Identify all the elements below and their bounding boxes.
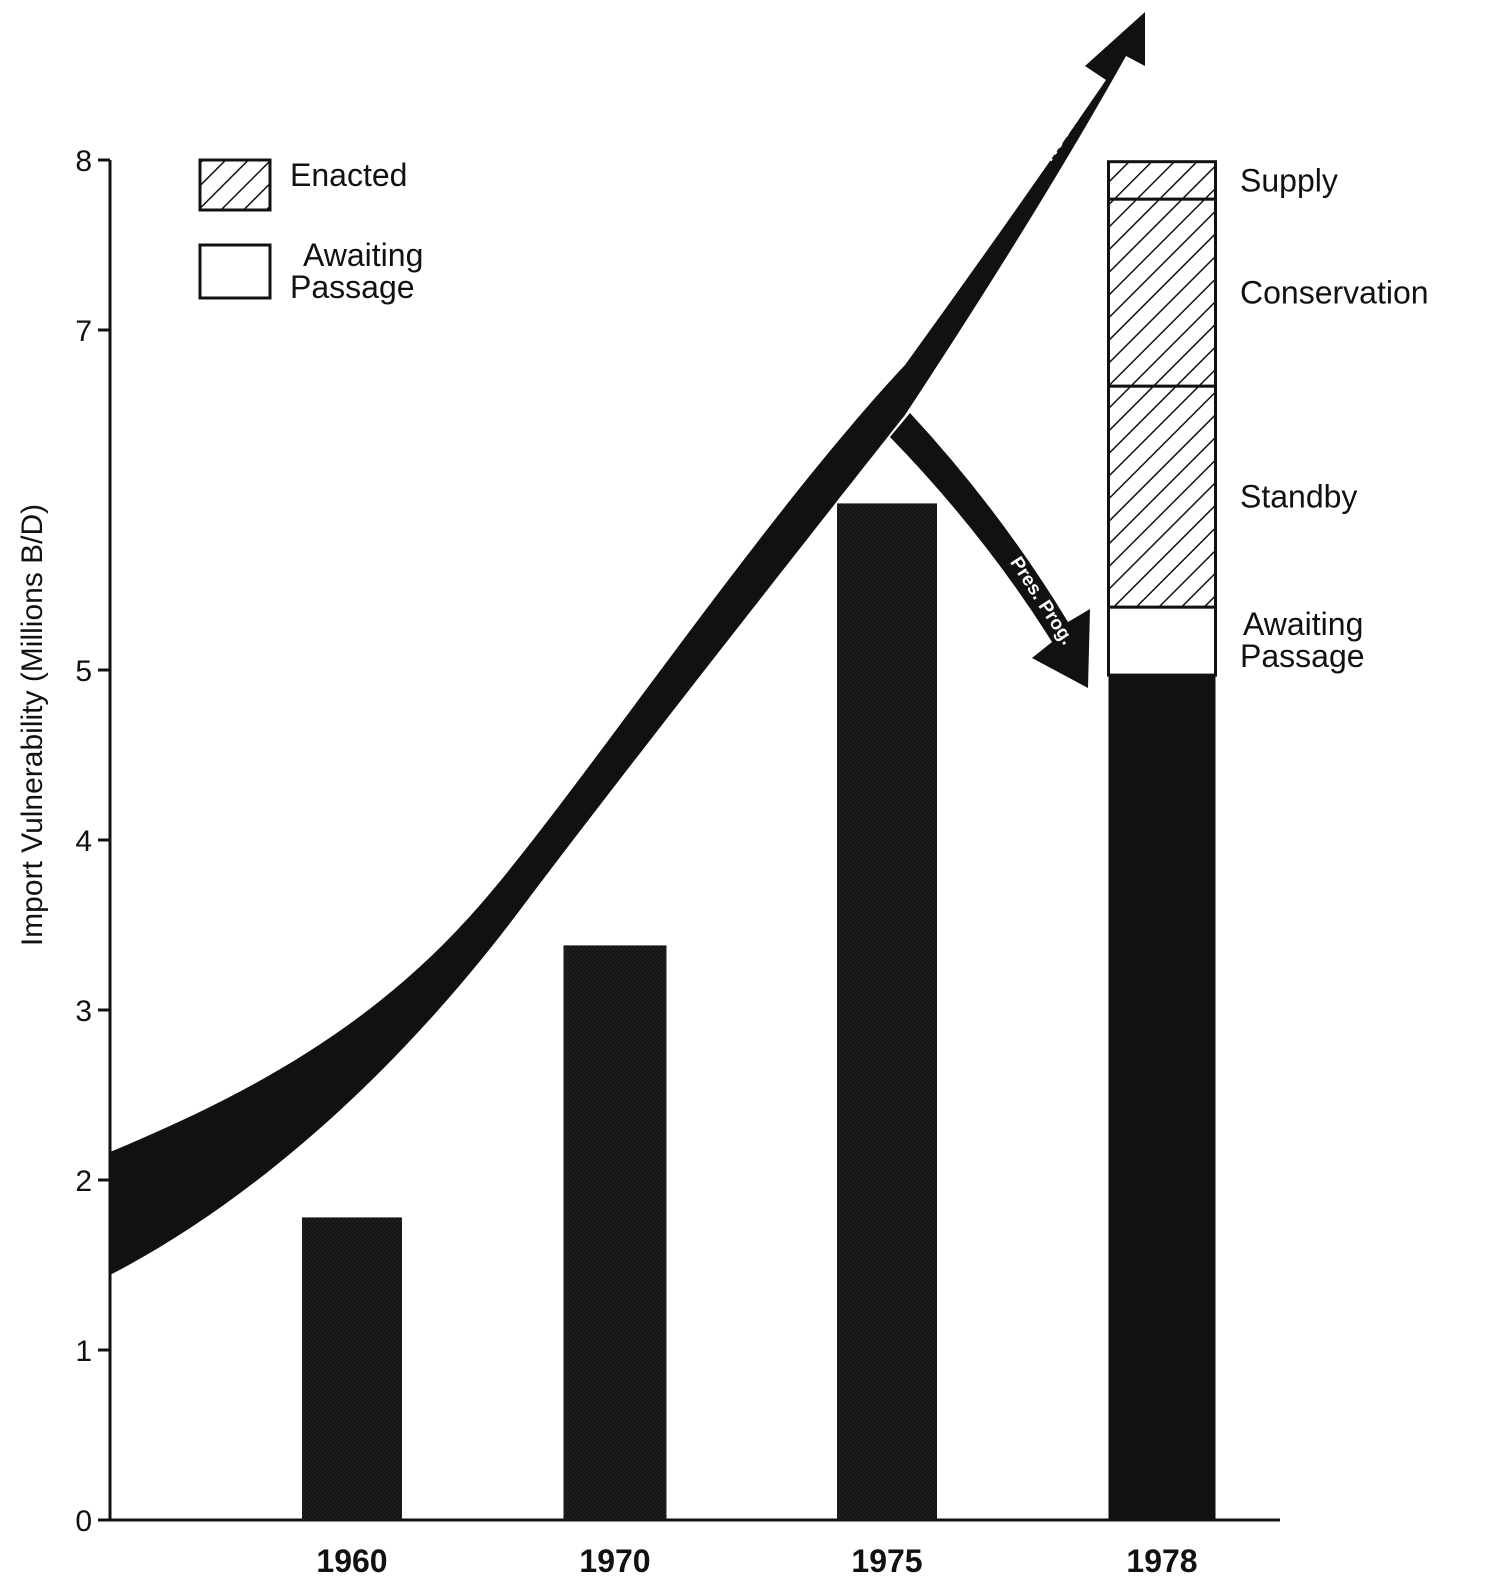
segment-label-conservation: Conservation <box>1240 275 1429 311</box>
y-axis-title: Import Vulnerability (Millions B/D) <box>16 504 49 946</box>
segment-supply <box>1107 160 1217 201</box>
segment-standby <box>1107 384 1217 609</box>
category-label-1975: 1975 <box>851 1543 922 1579</box>
category-label-1970: 1970 <box>579 1543 650 1579</box>
bar-1975 <box>837 503 937 1520</box>
y-tick-label-5: 5 <box>75 655 92 688</box>
category-label-1978: 1978 <box>1126 1543 1197 1579</box>
pres-prog-arrow <box>890 413 1090 688</box>
bar-1960 <box>302 1217 402 1520</box>
segment-label-supply: Supply <box>1240 162 1338 198</box>
y-tick-label-7: 7 <box>75 315 92 348</box>
segment-label-standby: Standby <box>1240 479 1357 515</box>
segment-label-awaiting-passage: Awaiting Passage <box>1240 606 1365 674</box>
y-tick-label-0: 0 <box>75 1505 92 1538</box>
pres-prog-label: Pres. Prog. <box>1005 553 1077 649</box>
legend-swatch-enacted <box>198 158 272 212</box>
no-action-arrow <box>110 12 1145 1275</box>
y-tick-label-4: 4 <box>75 825 92 858</box>
y-tick-label-8: 8 <box>75 145 92 178</box>
y-tick-label-1: 1 <box>75 1335 92 1368</box>
segment-conservation <box>1107 197 1217 388</box>
legend-swatch-awaiting <box>198 243 272 300</box>
bar-1978 <box>1108 675 1216 1520</box>
legend-label-enacted: Enacted <box>290 157 407 193</box>
y-tick-label-2: 2 <box>75 1165 92 1198</box>
category-label-1960: 1960 <box>316 1543 387 1579</box>
y-tick-label-3: 3 <box>75 995 92 1028</box>
legend: Enacted Awaiting Passage <box>198 157 423 305</box>
segment-awaiting-passage <box>1107 605 1217 677</box>
legend-label-awaiting: Awaiting Passage <box>290 237 423 305</box>
bar-1970 <box>563 945 667 1520</box>
